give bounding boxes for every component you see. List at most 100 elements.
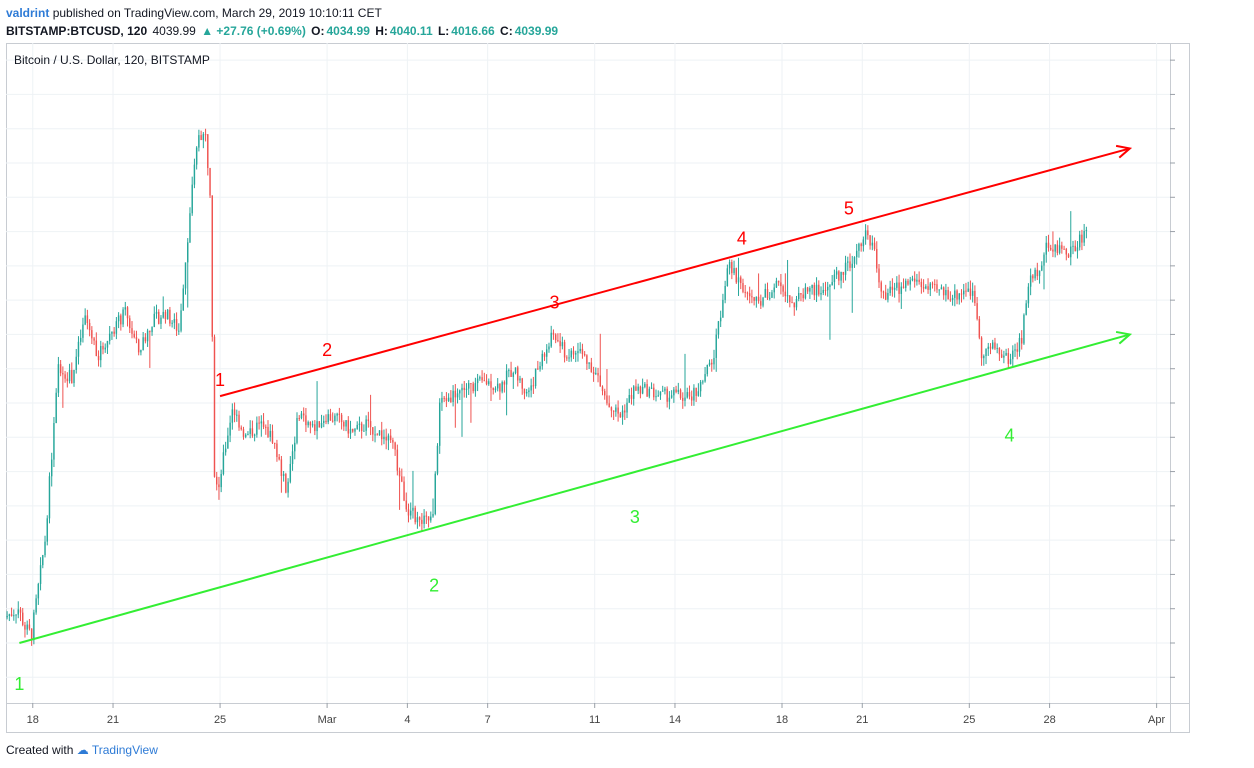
candle-body: [271, 430, 274, 443]
candle-body: [559, 340, 561, 347]
candle-body: [1016, 349, 1018, 352]
candle-body: [978, 318, 981, 338]
support-trendline: [19, 333, 1131, 644]
price-chart[interactable]: 1 2 3 4 5 1 2 3 4 352035603600364036803720376038…: [6, 43, 1216, 733]
candle-body: [1020, 337, 1023, 344]
candle-body: [853, 257, 856, 264]
candle-body: [193, 164, 196, 185]
candle-body: [517, 367, 519, 381]
candle-body: [887, 292, 889, 300]
candle-body: [68, 369, 71, 382]
candle-body: [46, 518, 48, 542]
candle-body: [628, 395, 630, 403]
candle-body: [320, 422, 323, 428]
time-tick-label: 18: [27, 714, 39, 726]
candle-body: [947, 290, 949, 300]
candle-body: [983, 355, 985, 359]
candle-body: [867, 230, 869, 236]
candle-body: [916, 279, 918, 282]
candle-body: [929, 283, 932, 290]
candle-body: [519, 378, 521, 381]
candle-body: [218, 484, 220, 488]
candle-body: [893, 287, 896, 290]
candle-body: [706, 364, 709, 375]
candle-body: [1054, 244, 1056, 252]
candle-body: [891, 286, 894, 290]
last-price: 4039.99: [152, 24, 196, 38]
candle-body: [44, 541, 46, 556]
time-axis[interactable]: 18 21 25 Mar 4 7 11 14 18 21 25 28 Apr: [27, 703, 1166, 726]
candle-body: [512, 373, 515, 377]
candle-body: [648, 388, 651, 397]
candle-body: [617, 407, 619, 414]
tradingview-brand[interactable]: TradingView: [91, 743, 158, 757]
candle-body: [657, 395, 659, 397]
candle-body: [407, 509, 410, 516]
candle-body: [307, 422, 309, 426]
candle-body: [873, 242, 876, 250]
candle-body: [260, 421, 263, 424]
candle-body: [595, 372, 597, 374]
candle-body: [581, 348, 584, 355]
candle-body: [91, 330, 93, 339]
candle-body: [66, 378, 69, 382]
candle-body: [615, 407, 617, 412]
candle-body: [842, 271, 845, 275]
candle-body: [577, 351, 579, 354]
candle-body: [10, 614, 13, 616]
trendlines[interactable]: [19, 144, 1133, 644]
candle-body: [334, 415, 336, 422]
footer: Created with ☁ TradingView: [6, 741, 158, 759]
candle-body: [483, 380, 486, 382]
time-tick-label: Apr: [1148, 714, 1165, 726]
candle-body: [296, 418, 298, 443]
candle-body: [432, 513, 434, 517]
candle-body: [398, 470, 401, 477]
candle-body: [300, 413, 303, 419]
candle-body: [940, 287, 943, 290]
candle-body: [742, 283, 744, 292]
candle-body: [612, 410, 615, 412]
candle-body: [661, 390, 664, 392]
candle-body: [452, 390, 454, 403]
candle-body: [443, 397, 445, 399]
candle-body: [258, 422, 260, 424]
candle-body: [1005, 353, 1007, 356]
candle-body: [945, 290, 947, 296]
candle-body: [418, 517, 421, 520]
candle-body: [347, 420, 350, 434]
chart-area[interactable]: 1 2 3 4 5 1 2 3 4 352035603600364036803720376038…: [6, 43, 1216, 733]
candle-body: [262, 421, 265, 427]
candle-body: [882, 291, 885, 293]
wave-label: 3: [550, 293, 560, 313]
candle-body: [352, 428, 354, 432]
candle-body: [349, 428, 352, 434]
candle-body: [753, 297, 755, 301]
wave-label: 3: [630, 507, 640, 527]
candle-body: [222, 452, 225, 474]
author-link[interactable]: valdrint: [6, 6, 50, 20]
candle-body: [24, 624, 26, 630]
candle-body: [664, 388, 666, 391]
candle-body: [269, 430, 271, 437]
candle-body: [971, 290, 974, 296]
candle-body: [818, 284, 820, 295]
candle-body: [289, 463, 292, 482]
candle-body: [733, 268, 735, 274]
candle-body: [686, 392, 688, 398]
candle-body: [251, 428, 254, 436]
candle-body: [389, 435, 392, 441]
candle-body: [1076, 247, 1079, 252]
candle-body: [976, 303, 978, 319]
open-value: 4034.99: [326, 24, 370, 38]
candle-body: [470, 383, 472, 385]
candle-body: [75, 356, 77, 370]
tradingview-logo-icon[interactable]: ☁: [76, 743, 89, 757]
price-axis[interactable]: 3520356036003640368037203760380038403880…: [1170, 55, 1216, 684]
time-tick-label: 7: [485, 714, 491, 726]
candle-body: [902, 286, 905, 288]
candle-body: [64, 374, 66, 379]
time-tick-label: 21: [856, 714, 868, 726]
candle-body: [247, 433, 249, 435]
candle-body: [1081, 234, 1083, 243]
